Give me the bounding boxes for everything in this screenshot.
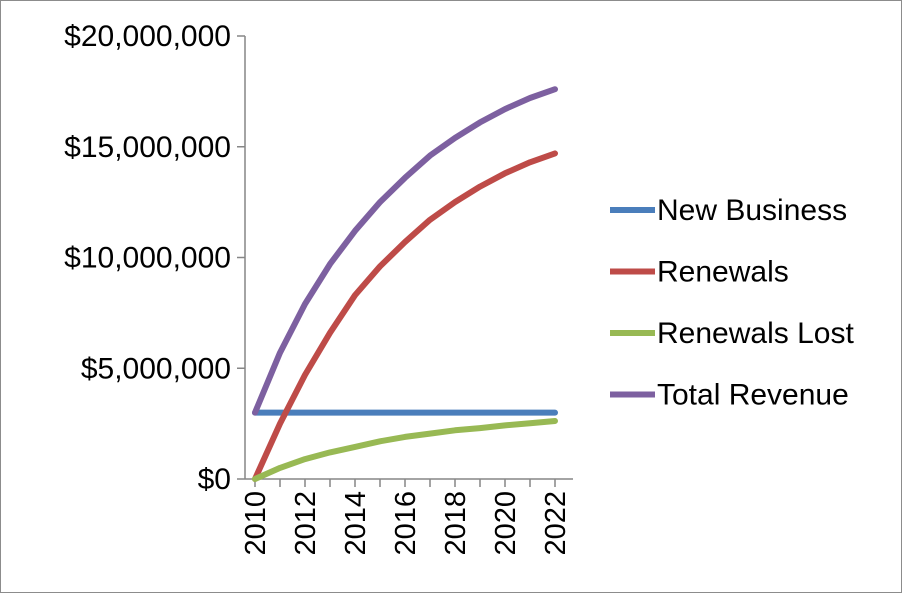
x-tick-label: 2014 bbox=[340, 491, 372, 556]
legend-label: New Business bbox=[657, 194, 847, 227]
y-tick-label: $20,000,000 bbox=[64, 20, 231, 53]
x-tick-label: 2016 bbox=[390, 491, 422, 556]
x-tick-label: 2020 bbox=[490, 491, 522, 556]
legend-label: Total Revenue bbox=[657, 379, 849, 412]
x-tick-label: 2010 bbox=[240, 491, 272, 556]
legend: New Business Renewals Renewals Lost Total R… bbox=[610, 194, 854, 412]
y-tick-label: $15,000,000 bbox=[64, 131, 231, 164]
y-tick-label: $0 bbox=[198, 463, 231, 496]
y-tick-label: $5,000,000 bbox=[81, 352, 231, 385]
series-line-renewals-lost bbox=[252, 418, 558, 482]
x-tick-label: 2018 bbox=[440, 491, 472, 556]
x-tick-label: 2022 bbox=[540, 491, 572, 556]
series-line-total-revenue bbox=[252, 86, 558, 416]
y-axis-ticks: $0 $5,000,000 $10,000,000 $15,000,000 $20,00… bbox=[64, 20, 245, 496]
x-axis-ticks: 2010 2012 2014 2016 2018 2020 2022 bbox=[240, 479, 572, 556]
legend-label: Renewals Lost bbox=[657, 317, 854, 350]
x-tick-label: 2012 bbox=[290, 491, 322, 556]
legend-label: Renewals bbox=[657, 256, 789, 289]
y-tick-label: $10,000,000 bbox=[64, 242, 231, 275]
series-lines bbox=[252, 86, 558, 482]
series-line-renewals bbox=[252, 150, 558, 482]
